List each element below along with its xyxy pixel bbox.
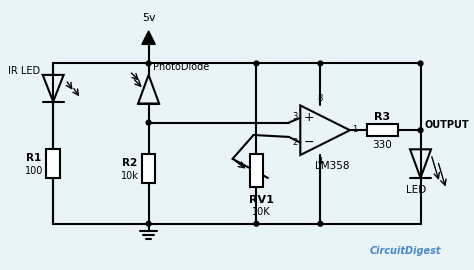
Bar [46,149,60,178]
Text: −: − [304,136,314,149]
Text: LED: LED [406,185,426,195]
Text: PhotoDiode: PhotoDiode [154,62,210,72]
Text: 100: 100 [25,166,43,176]
Text: R1: R1 [27,153,42,163]
Circle shape [254,61,259,66]
Text: R2: R2 [122,158,137,168]
Bar [142,154,155,183]
Text: 3: 3 [292,112,297,122]
Text: LM358: LM358 [316,161,350,171]
Circle shape [146,61,151,66]
Text: OUTPUT: OUTPUT [424,120,469,130]
Polygon shape [142,31,155,44]
Circle shape [418,128,423,133]
Circle shape [318,61,323,66]
Text: +: + [303,111,314,124]
Text: R3: R3 [374,112,391,122]
Text: 1: 1 [352,125,357,134]
Text: 5v: 5v [142,13,155,23]
Text: 8: 8 [318,94,323,103]
Circle shape [146,120,151,125]
Text: 4: 4 [318,157,323,166]
Bar [367,124,398,136]
Text: CircuitDigest: CircuitDigest [370,246,441,256]
Text: 10K: 10K [252,207,271,217]
Circle shape [418,61,423,66]
Text: 2: 2 [292,138,297,147]
Text: RV1: RV1 [249,195,273,205]
Circle shape [318,221,323,226]
Text: 10k: 10k [120,171,138,181]
Text: IR LED: IR LED [9,66,40,76]
Text: 330: 330 [373,140,392,150]
Bar [250,154,263,187]
Circle shape [254,221,259,226]
Circle shape [146,221,151,226]
